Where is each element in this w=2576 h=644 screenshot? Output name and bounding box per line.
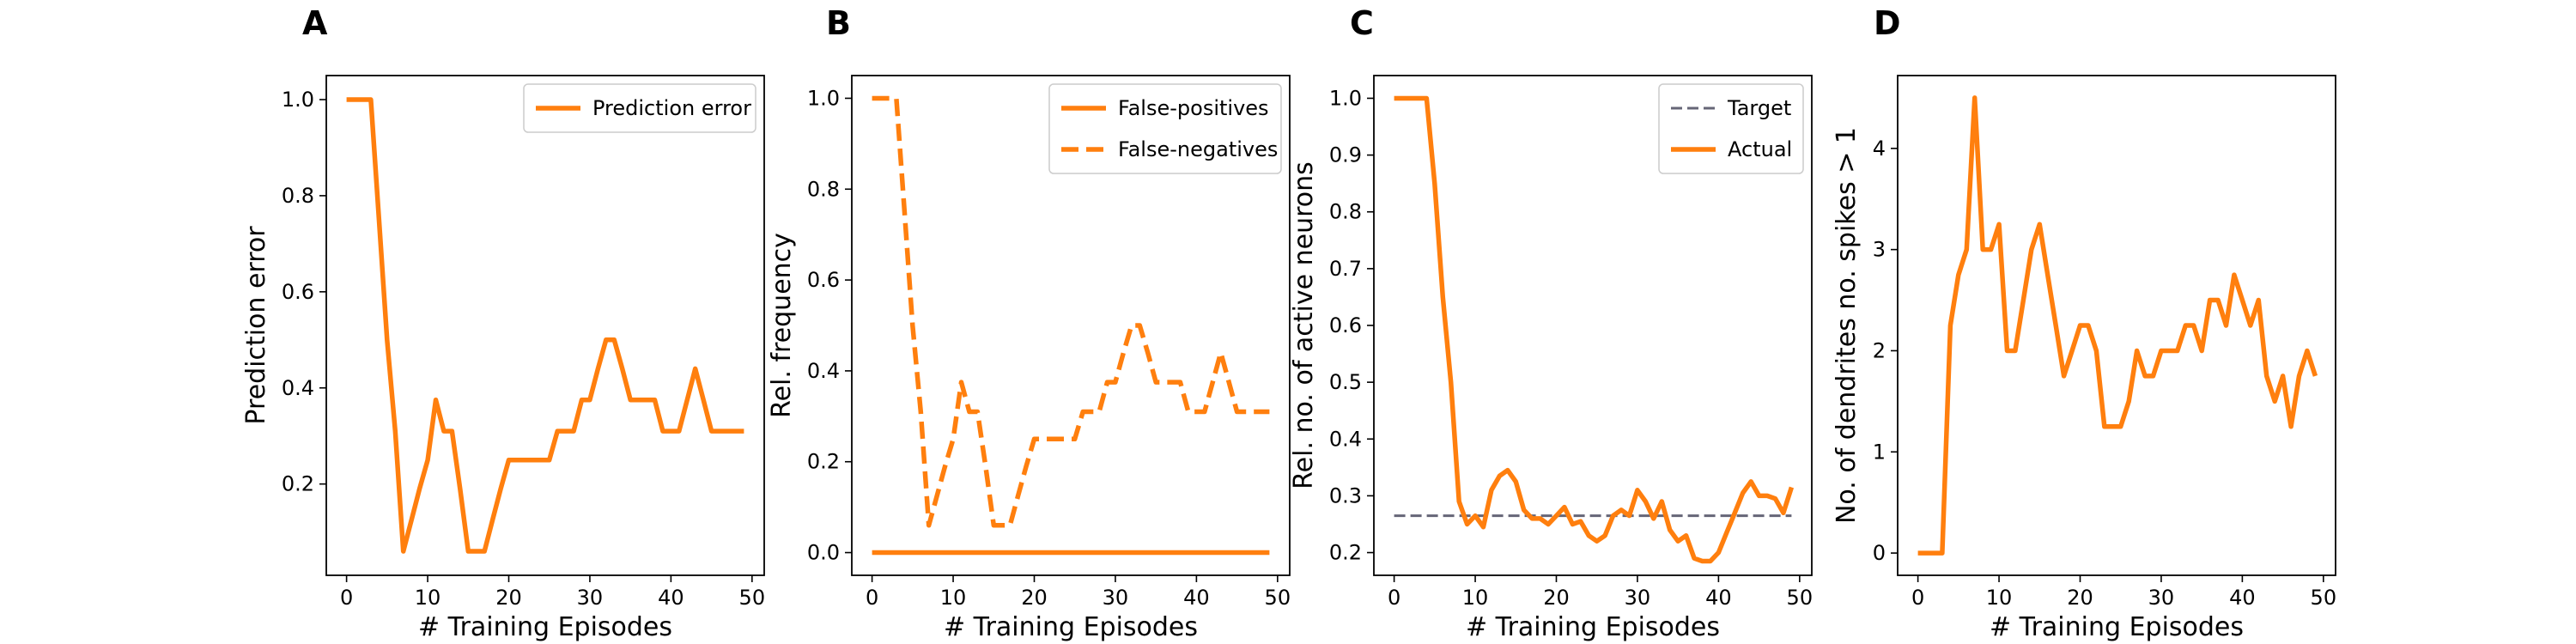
panel-letter: C: [1350, 4, 1374, 42]
plot-frame: [325, 75, 765, 576]
y-tick-label: 0.8: [1329, 200, 1362, 224]
x-tick-label: 10: [1986, 586, 2013, 610]
legend-box: [523, 83, 756, 133]
legend-label: Prediction error: [592, 96, 751, 120]
y-axis-label: No. of dendrites no. spikes > 1: [1832, 127, 1862, 524]
panel-c: C 0 10 20 30 40 50 0.2 0.3 0.4 0.5 0.6 0.7 0.8 0.9 1.0 #…: [1289, 4, 1813, 642]
x-tick-label: 30: [2148, 586, 2175, 610]
series-line-data: [1917, 95, 2318, 556]
legend-label: False-positives: [1118, 96, 1269, 120]
x-axis-label: # Training Episodes: [1990, 612, 2244, 642]
legend-label: Actual: [1728, 137, 1792, 161]
y-tick-label: 1.0: [807, 86, 840, 110]
y-axis-label: Prediction error: [241, 226, 271, 425]
x-tick-label: 30: [1625, 586, 1651, 610]
y-tick-label: 0.6: [807, 268, 840, 292]
x-tick-label: 40: [1705, 586, 1732, 610]
y-tick-label: 2: [1873, 338, 1886, 362]
y-tick-label: 0.8: [807, 177, 840, 201]
y-tick-label: 1.0: [1329, 86, 1362, 110]
x-tick-label: 30: [1103, 586, 1129, 610]
panel-a: A 0 10 20 30 40 50 0.2 0.4 0.6 0.8 1.0 # Training Ep…: [241, 4, 765, 642]
legend-box: [1048, 83, 1282, 174]
x-tick-label: 10: [1462, 586, 1489, 610]
panel-letter: A: [302, 4, 328, 42]
y-tick-label: 0.3: [1329, 483, 1362, 507]
x-tick-label: 40: [2229, 586, 2256, 610]
x-tick-label: 20: [2067, 586, 2093, 610]
x-tick-label: 50: [1265, 586, 1291, 610]
x-tick-label: 20: [1543, 586, 1570, 610]
x-tick-label: 50: [1787, 586, 1814, 610]
y-tick-label: 0.0: [807, 541, 840, 565]
legend-label: Target: [1727, 96, 1791, 120]
plot-frame: [1897, 75, 2336, 576]
y-tick-label: 0.2: [282, 472, 314, 496]
legend-label: False-negatives: [1118, 137, 1278, 161]
y-tick-label: 0.5: [1329, 370, 1362, 394]
plot-frame: [851, 75, 1291, 576]
x-tick-label: 10: [415, 586, 441, 610]
legend: False-positives False-negatives: [1048, 83, 1282, 174]
x-axis-label: # Training Episodes: [944, 612, 1198, 642]
panel-d: D 0 10 20 30 40 50 0 1 2 3 4 # Training Episodes No. …: [1832, 4, 2336, 642]
y-tick-label: 0.6: [1329, 313, 1362, 337]
x-tick-label: 0: [340, 586, 353, 610]
y-tick-label: 3: [1873, 238, 1886, 262]
y-tick-label: 1: [1873, 440, 1886, 464]
y-tick-label: 0: [1873, 541, 1886, 565]
series-line-false-negatives: [872, 95, 1270, 528]
series-line-actual: [1394, 95, 1795, 564]
y-tick-label: 0.4: [807, 359, 840, 383]
x-tick-label: 40: [658, 586, 684, 610]
x-tick-label: 50: [739, 586, 766, 610]
x-axis-label: # Training Episodes: [418, 612, 672, 642]
y-axis-label: Rel. no. of active neurons: [1289, 161, 1319, 489]
x-tick-label: 0: [1388, 586, 1400, 610]
legend: Prediction error: [523, 83, 756, 133]
y-tick-label: 0.4: [282, 376, 314, 400]
y-tick-label: 1.0: [282, 88, 314, 112]
y-tick-label: 0.8: [282, 184, 314, 208]
x-tick-label: 20: [495, 586, 522, 610]
x-tick-label: 10: [940, 586, 967, 610]
y-tick-label: 0.2: [807, 450, 840, 474]
y-tick-label: 4: [1873, 137, 1886, 161]
legend: Target Actual: [1658, 83, 1804, 174]
panel-letter: D: [1874, 4, 1901, 42]
x-tick-label: 40: [1183, 586, 1210, 610]
panel-letter: B: [826, 4, 851, 42]
y-tick-label: 0.7: [1329, 257, 1362, 281]
x-axis-label: # Training Episodes: [1466, 612, 1720, 642]
y-tick-label: 0.9: [1329, 143, 1362, 167]
y-axis-label: Rel. frequency: [767, 233, 797, 418]
x-tick-label: 0: [1911, 586, 1924, 610]
panel-b: B 0 10 20 30 40 50 0.0 0.2 0.4 0.6 0.8 1.0 # Training…: [767, 4, 1291, 642]
y-tick-label: 0.4: [1329, 427, 1362, 451]
series-line-prediction-error: [346, 97, 744, 554]
x-tick-label: 20: [1021, 586, 1048, 610]
y-tick-label: 0.2: [1329, 541, 1362, 565]
x-tick-label: 0: [866, 586, 878, 610]
y-tick-label: 0.6: [282, 280, 314, 304]
x-tick-label: 50: [2311, 586, 2337, 610]
x-tick-label: 30: [577, 586, 604, 610]
